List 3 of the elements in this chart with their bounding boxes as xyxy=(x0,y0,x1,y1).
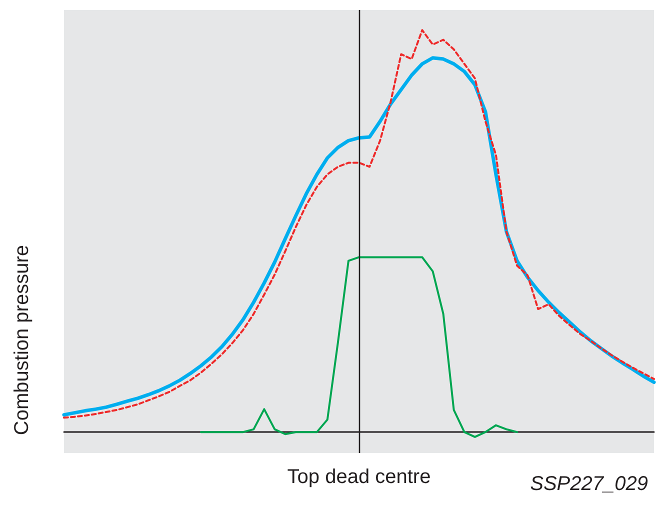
y-axis-title: Combustion pressure xyxy=(11,244,33,436)
text: SSP227_029 xyxy=(530,473,648,495)
text: Top dead centre xyxy=(287,466,431,488)
